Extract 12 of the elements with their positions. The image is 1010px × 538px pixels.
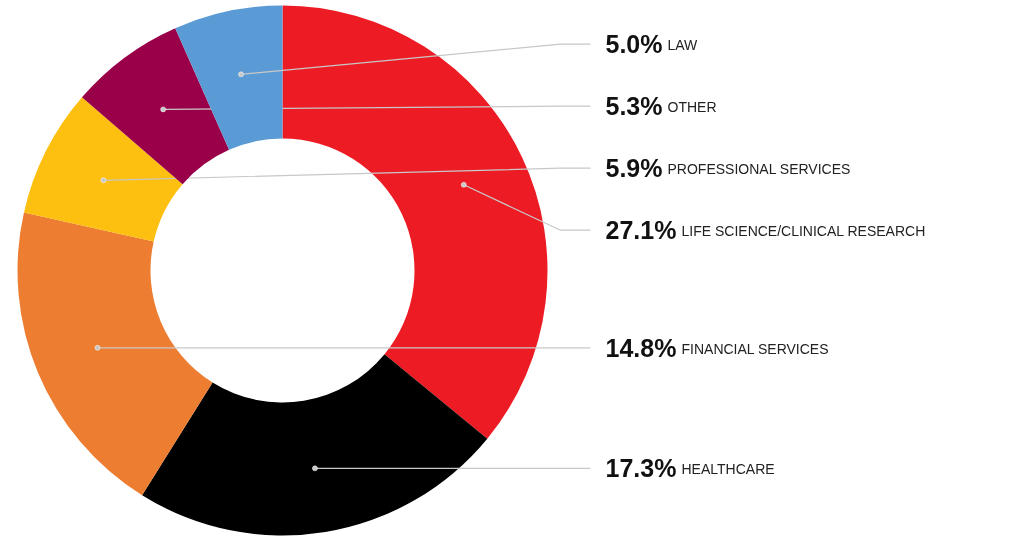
slice-label: LIFE SCIENCE/CLINICAL RESEARCH bbox=[681, 223, 926, 240]
slice-label: HEALTHCARE bbox=[681, 461, 775, 478]
data-label: 17.3% bbox=[605, 454, 677, 483]
slice-label: OTHER bbox=[667, 99, 717, 116]
data-label: 5.0% bbox=[605, 30, 663, 59]
data-label: 27.1% bbox=[605, 216, 677, 245]
data-label: 5.9% bbox=[605, 154, 663, 183]
slice-label: LAW bbox=[667, 37, 699, 54]
slice-label: FINANCIAL SERVICES bbox=[681, 340, 829, 357]
slice-label: PROFESSIONAL SERVICES bbox=[667, 161, 851, 178]
data-label: 14.8% bbox=[605, 333, 677, 362]
data-label: 5.3% bbox=[605, 92, 663, 121]
